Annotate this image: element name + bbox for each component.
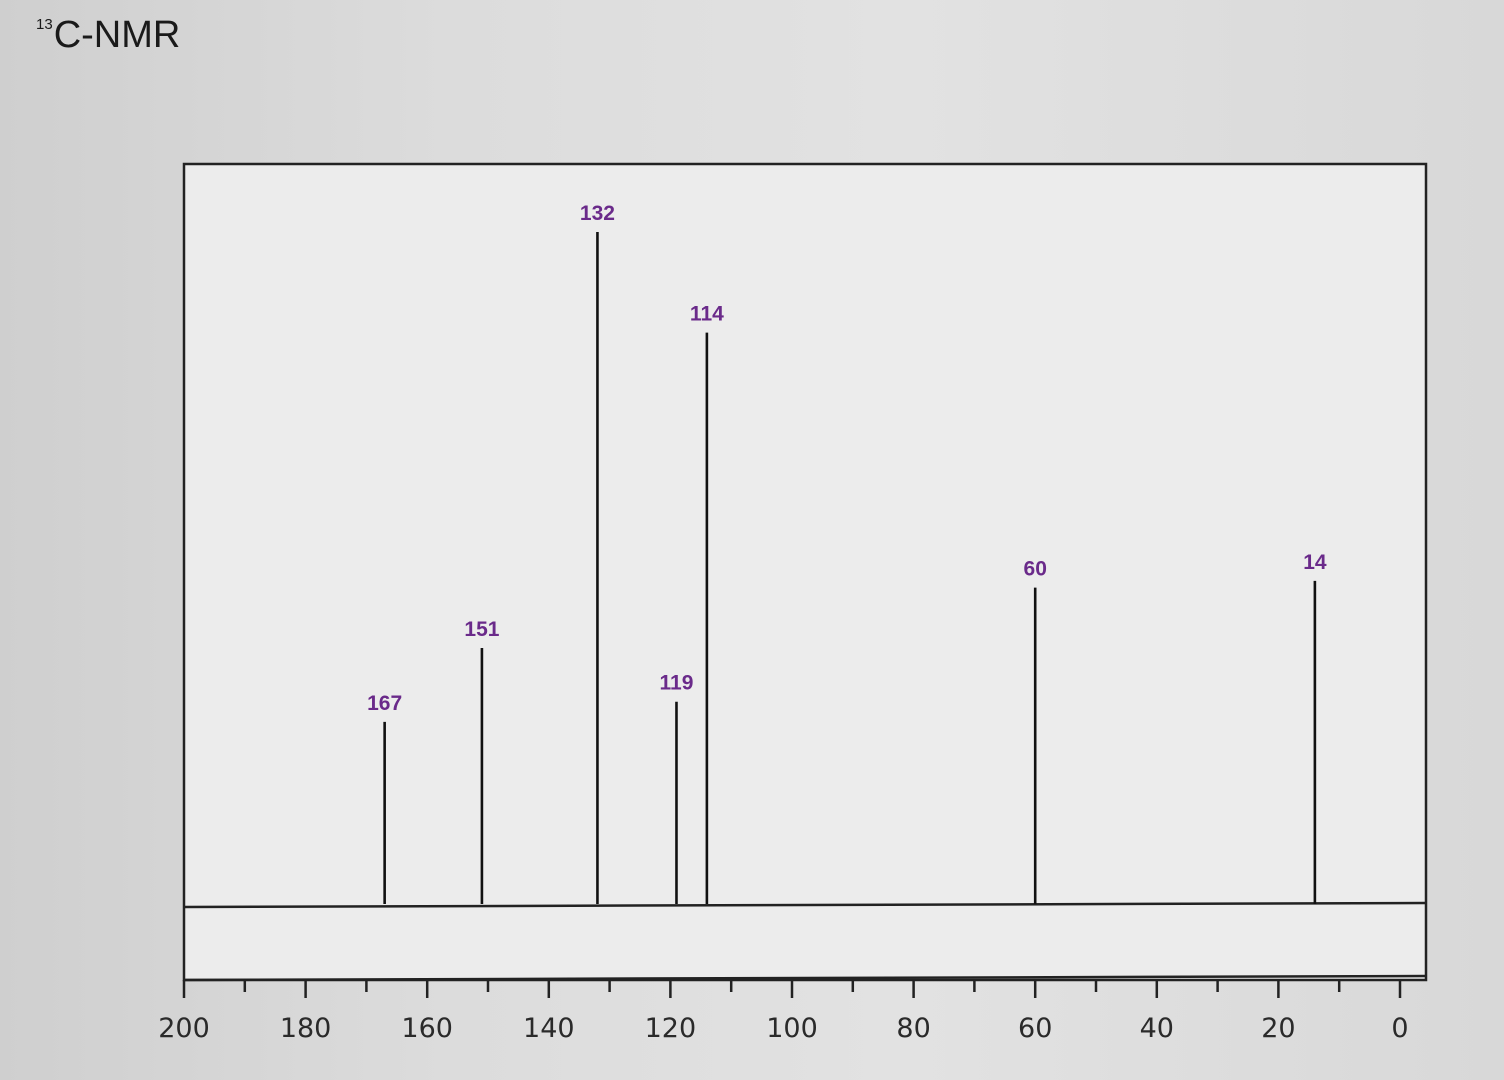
peak-label: 132 — [580, 202, 615, 225]
x-tick-label: 140 — [523, 1013, 575, 1044]
peak-label: 151 — [464, 618, 499, 641]
peak-label: 167 — [367, 692, 402, 715]
peak-label: 119 — [660, 672, 694, 695]
x-tick-label: 100 — [766, 1013, 818, 1044]
x-axis-line — [183, 974, 1427, 982]
chart-title: 13C-NMR — [36, 14, 180, 57]
spectrum-baseline — [183, 901, 1427, 909]
peak-label: 60 — [1024, 558, 1047, 581]
x-tick-label: 40 — [1140, 1013, 1174, 1044]
x-tick-label: 20 — [1261, 1013, 1295, 1044]
peak-label: 114 — [690, 303, 724, 326]
x-tick-label: 120 — [645, 1013, 697, 1044]
plot-frame — [182, 162, 1428, 982]
x-tick-label: 80 — [896, 1013, 930, 1044]
x-tick-label: 0 — [1391, 1013, 1408, 1044]
title-superscript: 13 — [36, 16, 53, 33]
x-tick-label: 180 — [280, 1013, 332, 1044]
x-tick-label: 200 — [158, 1013, 210, 1044]
title-text: C-NMR — [53, 14, 181, 56]
peak-label: 14 — [1303, 551, 1327, 574]
x-tick-label: 60 — [1018, 1013, 1052, 1044]
x-tick-label: 160 — [401, 1013, 453, 1044]
